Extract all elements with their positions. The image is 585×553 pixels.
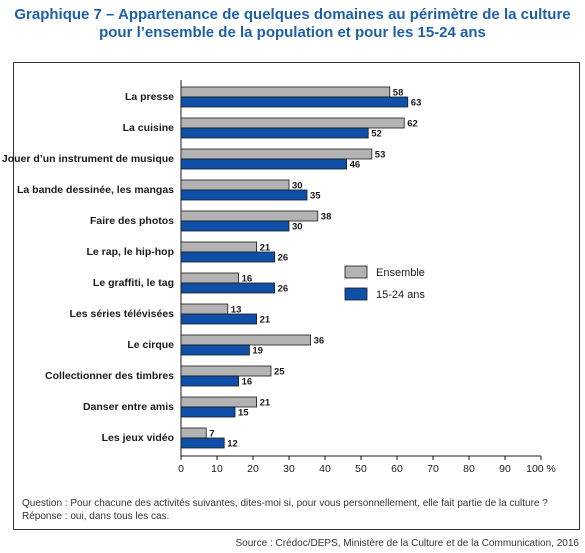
question-text: Question : Pour chacune des activités su… — [22, 498, 548, 509]
bar-ensemble — [180, 334, 312, 346]
data-label: 19 — [252, 346, 263, 357]
bar-ensemble — [180, 241, 257, 253]
bar-15-24 — [180, 189, 308, 201]
legend-swatch — [344, 287, 368, 301]
data-label: 15 — [238, 408, 249, 419]
legend-swatch — [344, 265, 368, 279]
bar-15-24 — [180, 282, 275, 294]
x-tick-label: 90 — [499, 463, 511, 475]
bar-ensemble — [180, 303, 229, 315]
category-label: Jouer d’un instrument de musique — [2, 153, 174, 165]
data-label: 21 — [260, 243, 271, 254]
category-label: Danser entre amis — [83, 401, 174, 413]
bar-15-24 — [180, 437, 225, 449]
bar-15-24 — [180, 158, 348, 170]
data-label: 7 — [209, 429, 214, 440]
x-tick-label: 50 — [355, 463, 367, 475]
bar-15-24 — [180, 251, 275, 263]
category-label: Le rap, le hip-hop — [86, 246, 174, 258]
data-label: 38 — [321, 212, 332, 223]
bar-ensemble — [180, 427, 207, 439]
source-text: Source : Crédoc/DEPS, Ministère de la Cu… — [235, 538, 579, 549]
data-label: 63 — [411, 98, 422, 109]
bar-ensemble — [180, 210, 319, 222]
category-label: Collectionner des timbres — [45, 370, 174, 382]
data-label: 26 — [278, 284, 289, 295]
data-label: 21 — [260, 398, 271, 409]
data-label: 35 — [310, 191, 321, 202]
bar-ensemble — [180, 179, 290, 191]
x-tick-label: 60 — [391, 463, 403, 475]
category-label: La bande dessinée, les mangas — [17, 184, 174, 196]
bar-ensemble — [180, 148, 373, 160]
x-tick-label: 30 — [283, 463, 295, 475]
data-label: 53 — [375, 150, 386, 161]
category-label: Les séries télévisées — [70, 308, 175, 320]
bar-15-24 — [180, 313, 257, 325]
data-label: 58 — [393, 88, 404, 99]
bar-15-24 — [180, 375, 239, 387]
bar-15-24 — [180, 127, 369, 139]
bar-ensemble — [180, 117, 405, 129]
category-label: Faire des photos — [90, 215, 174, 227]
data-label: 46 — [350, 160, 361, 171]
category-label: Le graffiti, le tag — [93, 277, 174, 289]
chart-title-line2: pour l’ensemble de la population et pour… — [99, 24, 486, 41]
x-tick-label: 20 — [247, 463, 259, 475]
x-tick-label: 40 — [319, 463, 331, 475]
x-tick-label: 0 — [178, 463, 184, 475]
category-label: La cuisine — [123, 122, 175, 134]
chart-title-line1: Graphique 7 – Appartenance de quelques d… — [14, 6, 571, 23]
data-label: 25 — [274, 367, 285, 378]
data-label: 30 — [292, 181, 303, 192]
bar-ensemble — [180, 86, 391, 98]
legend-label: 15-24 ans — [376, 289, 425, 301]
data-label: 26 — [278, 253, 289, 264]
data-label: 21 — [260, 315, 271, 326]
bar-ensemble — [180, 365, 272, 377]
data-label: 52 — [371, 129, 382, 140]
data-label: 30 — [292, 222, 303, 233]
chart-frame — [13, 62, 580, 530]
data-label: 12 — [227, 439, 238, 450]
chart-title: Graphique 7 – Appartenance de quelques d… — [0, 6, 585, 42]
bar-ensemble — [180, 396, 257, 408]
data-label: 62 — [407, 119, 418, 130]
bar-15-24 — [180, 344, 250, 356]
bar-15-24 — [180, 96, 409, 108]
question-note: Question : Pour chacune des activités su… — [22, 497, 578, 523]
bar-15-24 — [180, 406, 236, 418]
data-label: 16 — [242, 274, 253, 285]
data-label: 36 — [314, 336, 325, 347]
x-tick-label: 10 — [211, 463, 223, 475]
bar-15-24 — [180, 220, 290, 232]
bar-ensemble — [180, 272, 239, 284]
category-label: La presse — [125, 91, 174, 103]
x-tick-label: 100 % — [526, 463, 556, 475]
x-tick-label: 80 — [463, 463, 475, 475]
data-label: 16 — [242, 377, 253, 388]
category-label: Le cirque — [127, 339, 174, 351]
x-tick-label: 70 — [427, 463, 439, 475]
category-label: Les jeux vidéo — [102, 432, 174, 444]
answer-text: Réponse : oui, dans tous les cas. — [22, 511, 170, 522]
legend-label: Ensemble — [376, 267, 425, 279]
data-label: 13 — [231, 305, 242, 316]
